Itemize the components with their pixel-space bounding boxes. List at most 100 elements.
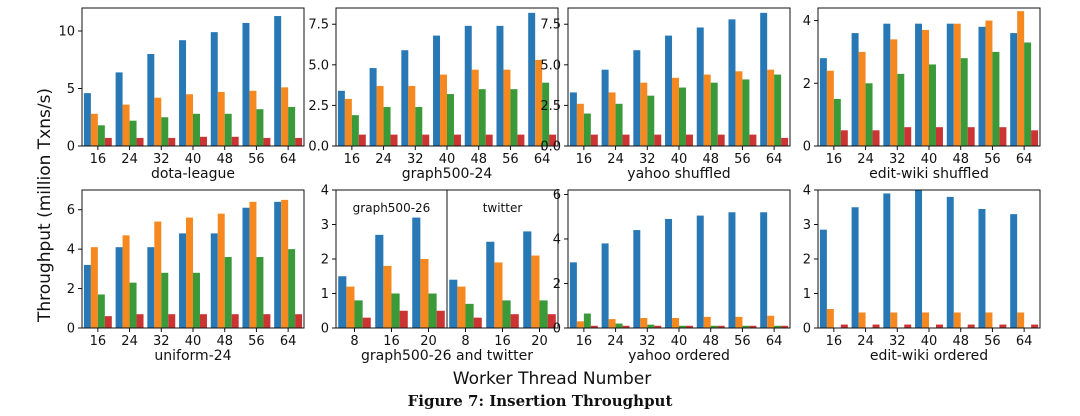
bar: [735, 71, 743, 146]
bar: [640, 82, 648, 146]
bar: [710, 82, 718, 146]
bar: [199, 136, 207, 146]
x-tick-label: 64: [766, 152, 783, 167]
bar: [115, 247, 123, 328]
bar: [576, 103, 584, 146]
x-tick-label: 56: [984, 334, 1001, 349]
x-tick-label: 24: [607, 334, 624, 349]
bar: [362, 317, 371, 328]
bar: [193, 272, 200, 328]
x-tick-label: 64: [1016, 334, 1033, 349]
chart-panel: 0 5 10 16 24 32 40 48 56 64 dota-league: [58, 7, 305, 182]
bar: [549, 134, 557, 146]
bar: [358, 134, 366, 146]
y-tick-label: 7.5: [308, 18, 329, 33]
bar: [819, 58, 827, 146]
bar: [742, 325, 750, 328]
plot-frame: [567, 189, 791, 329]
x-tick-label: 40: [671, 334, 688, 349]
bar: [104, 137, 112, 146]
bar: [390, 134, 398, 146]
x-tick-label: 40: [185, 152, 202, 167]
bar: [420, 259, 429, 328]
x-tick-label: 24: [607, 152, 624, 167]
y-tick-label: 5.0: [540, 58, 561, 73]
x-tick-label: 20: [420, 334, 437, 349]
bar: [735, 316, 743, 328]
bar: [249, 90, 257, 146]
bar: [960, 58, 968, 146]
bar: [767, 315, 775, 328]
y-tick-label: 2.5: [540, 99, 561, 114]
bar: [179, 40, 187, 147]
bar: [654, 325, 662, 328]
x-tick-label: 32: [889, 152, 906, 167]
x-tick-label: 32: [407, 152, 424, 167]
x-tick-label: 16: [90, 334, 107, 349]
y-tick-label: 2: [321, 253, 329, 268]
bar: [399, 310, 408, 328]
x-tick-label: 48: [952, 334, 969, 349]
group-annotation: graph500-26: [353, 201, 431, 215]
bar: [415, 107, 423, 146]
bar: [295, 137, 303, 146]
y-tick-label: 4: [553, 232, 561, 247]
bar: [440, 74, 447, 146]
bar: [583, 113, 591, 146]
y-tick-label: 4: [803, 184, 811, 199]
y-tick-label: 5.0: [308, 58, 329, 73]
bar: [935, 127, 943, 146]
x-tick-label: 64: [1016, 152, 1033, 167]
bar: [851, 33, 859, 147]
chart-panel: 0.0 2.5 5.0 7.5 16 24 32 40 48 56 64 yahoo shuffled: [540, 7, 791, 182]
panel-subtitle: dota-league: [151, 166, 235, 182]
y-tick-label: 0: [803, 140, 811, 155]
bar: [665, 218, 673, 328]
bar: [83, 264, 91, 328]
y-tick-label: 1: [321, 287, 329, 302]
bar: [992, 51, 1000, 146]
bar: [583, 313, 591, 328]
bar: [760, 12, 768, 147]
x-tick-label: 48: [952, 152, 969, 167]
bar: [136, 137, 144, 146]
bar: [231, 314, 239, 328]
bar: [647, 324, 655, 328]
panel-subtitle: yahoo ordered: [628, 348, 730, 364]
x-tick-label: 56: [248, 334, 265, 349]
bar: [494, 262, 503, 328]
bar: [696, 27, 704, 147]
bar: [186, 94, 193, 146]
bar: [457, 286, 466, 328]
bar: [281, 87, 289, 146]
bar: [129, 120, 137, 146]
y-tick-label: 5: [67, 82, 75, 97]
bar: [608, 319, 616, 328]
panel-subtitle: yahoo shuffled: [627, 166, 730, 182]
bar: [193, 113, 200, 146]
bar: [161, 272, 169, 328]
y-tick-label: 6: [553, 188, 561, 203]
x-tick-label: 16: [576, 152, 593, 167]
bar: [449, 279, 458, 328]
bar: [904, 324, 912, 328]
bar: [242, 207, 250, 328]
bar: [1010, 214, 1018, 328]
bar: [217, 213, 225, 328]
bar: [1010, 33, 1018, 147]
x-tick-label: 16: [90, 152, 107, 167]
bar: [542, 82, 550, 146]
y-tick-label: 2: [803, 253, 811, 268]
bar: [946, 196, 954, 328]
bar: [186, 217, 193, 328]
bar: [819, 229, 827, 328]
bar: [608, 92, 616, 146]
bar: [383, 265, 392, 328]
bar: [883, 193, 891, 328]
y-tick-label: 0.0: [540, 140, 561, 155]
bar: [915, 23, 923, 146]
bar: [428, 293, 437, 328]
bar: [826, 70, 834, 146]
x-tick-label: 40: [185, 334, 202, 349]
